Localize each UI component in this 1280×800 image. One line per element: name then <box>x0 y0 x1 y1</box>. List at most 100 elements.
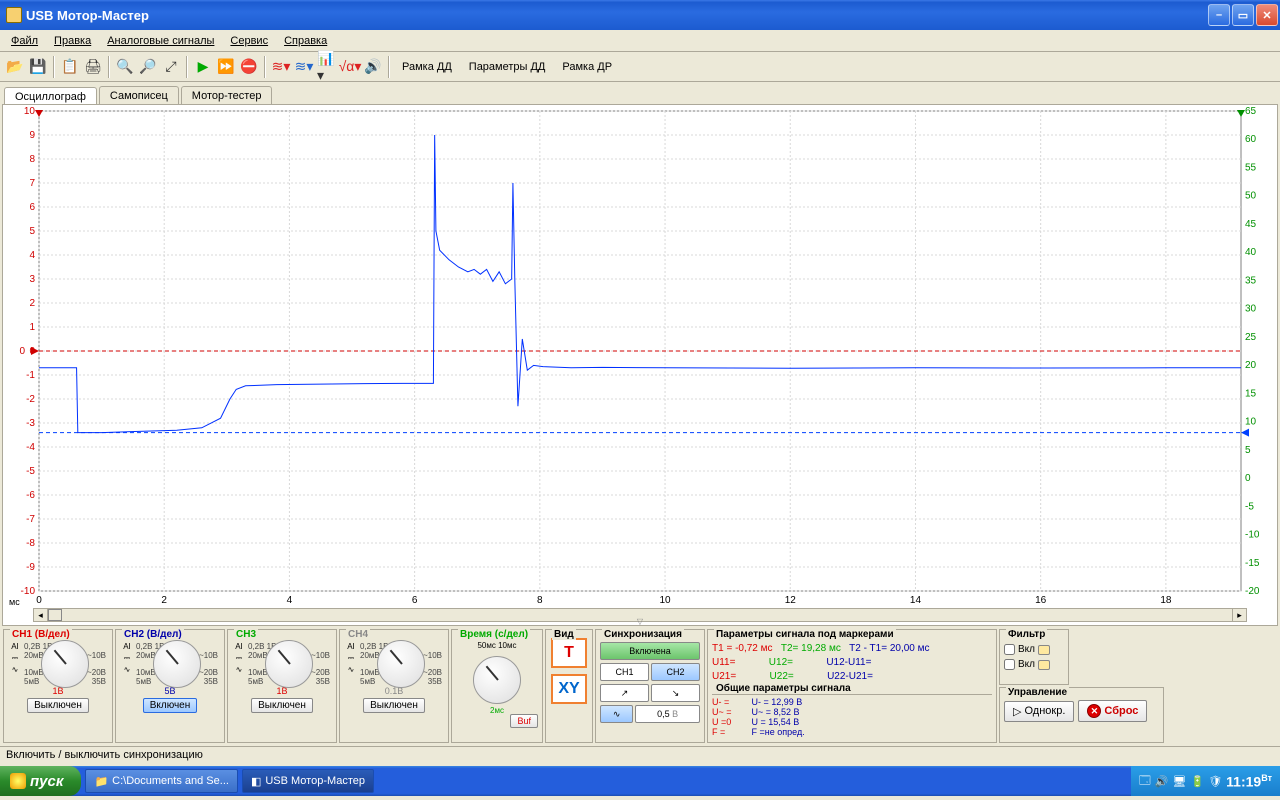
sound-icon[interactable]: 🔊 <box>362 56 384 78</box>
wave2-icon[interactable]: ≋▾ <box>293 56 315 78</box>
channel-dial[interactable] <box>153 640 201 688</box>
channel-dial[interactable] <box>377 640 425 688</box>
open-icon[interactable]: 📂 <box>4 56 26 78</box>
taskbar-item-app[interactable]: ◧ USB Мотор-Мастер <box>242 769 374 793</box>
window-minimize-button[interactable]: – <box>1208 4 1230 26</box>
window-maximize-button[interactable]: ▭ <box>1232 4 1254 26</box>
tray-icon[interactable]: 🖥 <box>1173 775 1187 788</box>
sync-ch2-button[interactable]: CH2 <box>651 663 700 681</box>
sync-panel-title: Синхронизация <box>602 629 684 640</box>
save-icon[interactable]: 💾 <box>27 56 49 78</box>
chart-area[interactable]: -10-9-8-7-6-5-4-3-2-1012345678910-20-15-… <box>2 104 1278 626</box>
channel-coupling-icon[interactable]: AI⎓∿ <box>232 642 246 686</box>
start-orb-icon <box>10 773 26 789</box>
markers-panel: Параметры сигнала под маркерами T1 = -0,… <box>707 629 997 743</box>
sqrt-icon[interactable]: √α▾ <box>339 56 361 78</box>
window-close-button[interactable]: ✕ <box>1256 4 1278 26</box>
sync-ch1-button[interactable]: CH1 <box>600 663 649 681</box>
menu-analog[interactable]: Аналоговые сигналы <box>100 33 221 49</box>
svg-text:8: 8 <box>29 154 35 165</box>
start-button[interactable]: пуск <box>0 766 81 796</box>
channel-panel-CH3: CH3AI⎓∿0,2B 1B20мB~~10B10мB~~20B5мB35B1B… <box>227 629 337 743</box>
channel-toggle-button[interactable]: Выключен <box>363 698 425 713</box>
frame-dr-button[interactable]: Рамка ДР <box>554 59 620 75</box>
sync-rising-edge-icon[interactable]: ↗ <box>600 684 649 702</box>
svg-text:-1: -1 <box>26 370 35 381</box>
view-xy-button[interactable]: XY <box>551 674 587 704</box>
svg-text:45: 45 <box>1245 219 1257 230</box>
scroll-left-icon[interactable]: ◂ <box>34 609 48 621</box>
channel-title: CH2 (В/дел) <box>122 629 184 640</box>
fast-icon[interactable]: ⏩ <box>215 56 237 78</box>
frame-dd-button[interactable]: Рамка ДД <box>394 59 460 75</box>
menu-help[interactable]: Справка <box>277 33 334 49</box>
svg-text:-4: -4 <box>26 442 35 453</box>
svg-text:3: 3 <box>29 274 35 285</box>
svg-text:-10: -10 <box>1245 530 1260 541</box>
channel-toggle-button[interactable]: Выключен <box>27 698 89 713</box>
filter-ch1-checkbox[interactable] <box>1004 644 1015 655</box>
print-icon[interactable]: 🖨 <box>82 56 104 78</box>
stop-icon[interactable]: ⛔ <box>238 56 260 78</box>
tray-icon[interactable]: 🛡 <box>1208 775 1222 788</box>
svg-text:8: 8 <box>537 595 543 606</box>
toolbar-sep <box>186 56 188 78</box>
channel-toggle-button[interactable]: Включен <box>143 698 198 713</box>
menu-service[interactable]: Сервис <box>223 33 275 49</box>
channel-coupling-icon[interactable]: AI⎓∿ <box>344 642 358 686</box>
tray-clock[interactable]: 11:19Вт <box>1226 773 1272 790</box>
sync-level-input[interactable]: 0,5 B <box>635 705 700 723</box>
copy-icon[interactable]: 📋 <box>59 56 81 78</box>
svg-text:1: 1 <box>29 322 35 333</box>
scroll-right-icon[interactable]: ▸ <box>1232 609 1246 621</box>
zoom-out-icon[interactable]: 🔎 <box>137 56 159 78</box>
reset-button[interactable]: ✕Сброс <box>1078 700 1147 722</box>
single-shot-button[interactable]: ▷ Однокр. <box>1004 701 1074 722</box>
svg-text:35: 35 <box>1245 275 1257 286</box>
tab-oscilloscope[interactable]: Осциллограф <box>4 87 97 105</box>
zoom-reset-icon[interactable]: ⤢ <box>160 56 182 78</box>
buf-button[interactable]: Buf <box>510 714 538 728</box>
filter-ch2-checkbox[interactable] <box>1004 659 1015 670</box>
svg-text:14: 14 <box>910 595 922 606</box>
svg-text:5: 5 <box>29 226 35 237</box>
tab-recorder[interactable]: Самописец <box>99 86 179 104</box>
channel-toggle-button[interactable]: Выключен <box>251 698 313 713</box>
menu-file[interactable]: Файл <box>4 33 45 49</box>
tray-icon[interactable]: 🔋 <box>1190 775 1204 788</box>
tray-icon[interactable]: 🔊 <box>1155 775 1169 788</box>
view-panel: Вид T XY <box>545 629 593 743</box>
filter-ch1-opts-icon[interactable] <box>1038 645 1050 655</box>
marker-u22: U22= <box>770 671 794 682</box>
wave1-icon[interactable]: ≋▾ <box>270 56 292 78</box>
system-tray[interactable]: 🗔 🔊 🖥 🔋 🛡 11:19Вт <box>1131 766 1280 796</box>
svg-text:-2: -2 <box>26 394 35 405</box>
menu-edit[interactable]: Правка <box>47 33 98 49</box>
sync-mode-icon[interactable]: ∿ <box>600 705 633 723</box>
tray-icon[interactable]: 🗔 <box>1139 772 1151 791</box>
channel-coupling-icon[interactable]: AI⎓∿ <box>120 642 134 686</box>
channel-value: 1B <box>8 686 108 696</box>
toolbar-sep <box>108 56 110 78</box>
sync-falling-edge-icon[interactable]: ↘ <box>651 684 700 702</box>
sync-panel: Синхронизация Включена CH1 CH2 ↗ ↘ ∿ 0,5… <box>595 629 705 743</box>
scroll-thumb[interactable] <box>48 609 62 621</box>
tab-motor-tester[interactable]: Мотор-тестер <box>181 86 273 104</box>
channel-dial[interactable] <box>265 640 313 688</box>
play-icon[interactable]: ▶ <box>192 56 214 78</box>
time-panel: Время (с/дел) 50мс 10мс 2мс Buf <box>451 629 543 743</box>
calc-icon[interactable]: 📊▾ <box>316 56 338 78</box>
channel-dial[interactable] <box>41 640 89 688</box>
channel-title: CH4 <box>346 629 370 640</box>
params-dd-button[interactable]: Параметры ДД <box>461 59 554 75</box>
taskbar-item-explorer[interactable]: 📁 C:\Documents and Se... <box>85 769 237 793</box>
chart-grip-icon[interactable]: ▽ <box>631 617 649 627</box>
zoom-in-icon[interactable]: 🔍 <box>114 56 136 78</box>
filter-ch2-opts-icon[interactable] <box>1038 660 1050 670</box>
svg-text:6: 6 <box>412 595 418 606</box>
marker-du1: U12-U11= <box>826 657 871 668</box>
view-t-button[interactable]: T <box>551 638 587 668</box>
time-dial[interactable] <box>473 656 521 704</box>
channel-coupling-icon[interactable]: AI⎓∿ <box>8 642 22 686</box>
sync-state-button[interactable]: Включена <box>600 642 700 660</box>
